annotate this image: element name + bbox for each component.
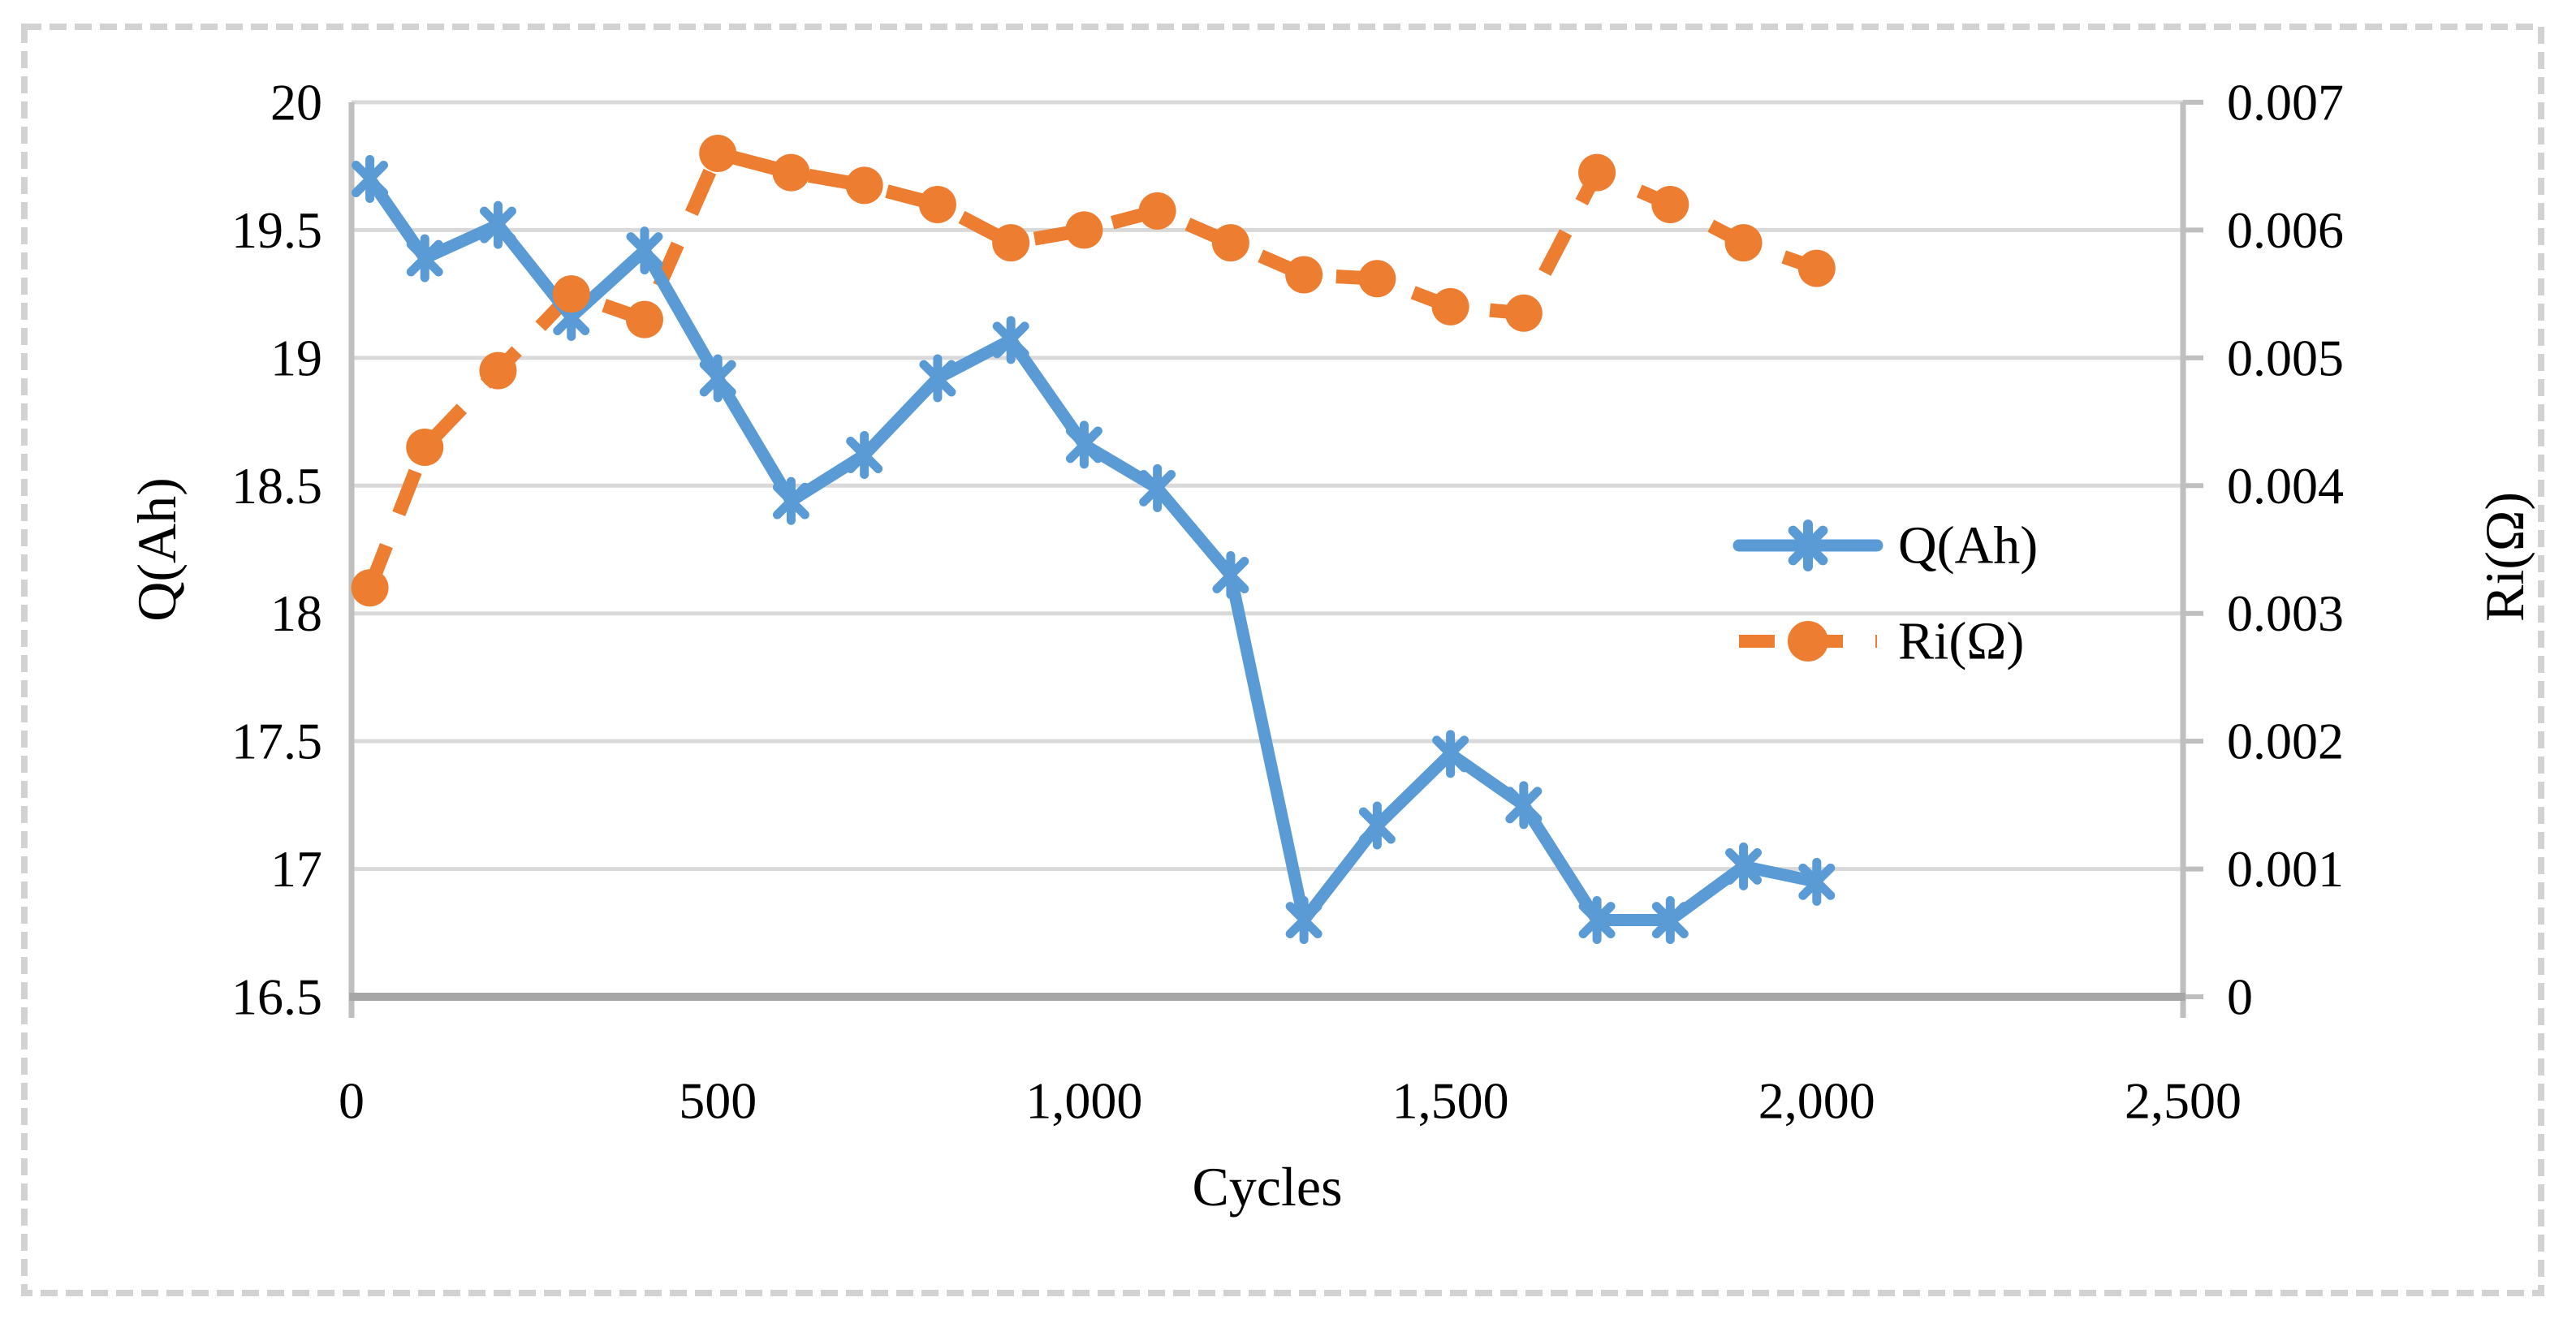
- ri-marker: [1285, 256, 1323, 294]
- ri-marker: [1797, 249, 1836, 287]
- q-marker: [1432, 730, 1469, 778]
- q-marker: [699, 354, 736, 403]
- left-tick-label: 17: [270, 840, 322, 898]
- left-tick-label: 19: [270, 329, 322, 386]
- left-axis-title: Q(Ah): [126, 477, 188, 622]
- x-tick-label: 500: [679, 1072, 757, 1130]
- left-tick-label: 16.5: [231, 968, 322, 1026]
- legend-item-ri: Ri(Ω): [1739, 612, 2024, 671]
- q-marker: [352, 154, 389, 203]
- legend-item-q: Q(Ah): [1732, 516, 2038, 575]
- ri-marker: [479, 351, 517, 390]
- figure-border: [21, 24, 2544, 1296]
- ri-marker: [552, 275, 590, 313]
- ri-marker: [1504, 294, 1543, 332]
- plot-series: [351, 134, 1836, 945]
- ri-marker: [918, 185, 956, 223]
- ri-marker: [772, 153, 810, 192]
- ri-marker: [845, 166, 883, 205]
- ri-marker: [992, 224, 1030, 262]
- right-tick-label: 0.001: [2227, 840, 2344, 898]
- x-axis-title: Cycles: [1192, 1156, 1342, 1218]
- legend-label-ri: Ri(Ω): [1898, 612, 2024, 671]
- q-marker: [846, 431, 883, 480]
- q-marker: [1505, 781, 1543, 830]
- ri-marker: [1724, 224, 1763, 262]
- asterisk-marker-icon: [1788, 519, 1828, 571]
- q-marker: [1285, 896, 1323, 945]
- q-marker: [1798, 857, 1836, 906]
- x-tick-label: 2,500: [2125, 1072, 2242, 1130]
- legend-label-q: Q(Ah): [1898, 516, 2038, 575]
- right-tick-label: 0.006: [2227, 201, 2344, 259]
- ri-marker: [406, 429, 444, 467]
- x-tick-label: 1,000: [1025, 1072, 1142, 1130]
- q-marker: [1212, 550, 1249, 599]
- q-marker: [992, 316, 1029, 364]
- axis-tick-labels: 16.5 17 17.5 18 18.5 19 19.5 20 0 0.001 0.002 0.003…: [231, 74, 2344, 1130]
- x-tick-label: 1,500: [1392, 1072, 1509, 1130]
- ri-marker: [1358, 260, 1396, 298]
- plot-axes: [348, 100, 2203, 1018]
- right-tick-label: 0.002: [2227, 713, 2344, 770]
- ri-marker: [699, 134, 737, 172]
- left-tick-label: 19.5: [231, 201, 322, 259]
- q-marker: [1139, 463, 1176, 512]
- ri-marker: [1065, 211, 1103, 249]
- q-marker: [1651, 896, 1689, 945]
- q-marker: [772, 476, 809, 525]
- ri-marker: [1578, 153, 1616, 192]
- legend: Q(Ah) Ri(Ω): [1732, 516, 2038, 671]
- ri-marker: [1138, 192, 1176, 230]
- left-tick-label: 17.5: [231, 713, 322, 770]
- right-tick-label: 0.003: [2227, 584, 2344, 642]
- q-marker: [1578, 896, 1616, 945]
- ri-marker: [625, 300, 663, 338]
- q-marker: [1065, 420, 1102, 469]
- right-tick-label: 0.005: [2227, 329, 2344, 386]
- x-tick-label: 2,000: [1758, 1072, 1875, 1130]
- plot-gridlines: [352, 100, 2183, 872]
- q-marker: [626, 226, 663, 275]
- right-tick-label: 0.007: [2227, 74, 2344, 131]
- right-tick-label: 0: [2227, 968, 2253, 1026]
- right-tick-label: 0.004: [2227, 457, 2344, 515]
- q-marker: [1358, 801, 1396, 850]
- ri-marker: [1431, 287, 1469, 325]
- right-axis-title: Ri(Ω): [2474, 492, 2535, 622]
- circle-marker-icon: [1788, 621, 1828, 662]
- q-marker: [1725, 842, 1763, 890]
- ri-marker: [1211, 224, 1249, 262]
- left-tick-label: 20: [270, 74, 322, 131]
- q-marker: [406, 234, 443, 282]
- left-tick-label: 18.5: [231, 457, 322, 515]
- ri-marker: [351, 569, 389, 607]
- q-marker: [480, 200, 516, 249]
- ri-marker: [1651, 185, 1689, 223]
- q-marker: [919, 354, 956, 403]
- x-tick-label: 0: [339, 1072, 365, 1130]
- left-tick-label: 18: [270, 584, 322, 642]
